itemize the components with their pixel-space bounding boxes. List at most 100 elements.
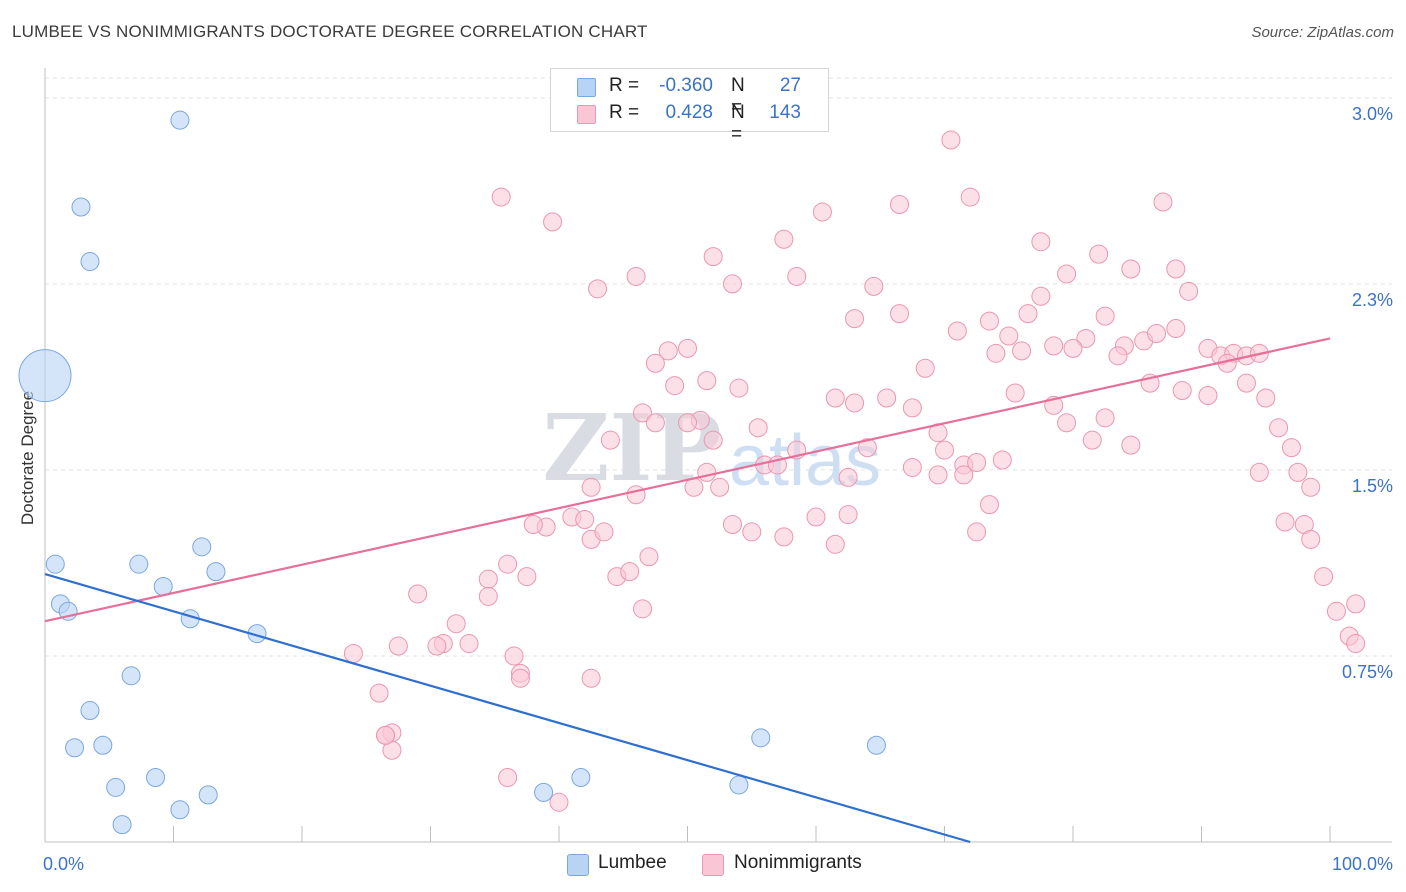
nonimmigrants-point (427, 636, 447, 656)
nonimmigrants-point (633, 403, 653, 423)
nonimmigrants-point (806, 507, 826, 527)
nonimmigrants-point (1153, 192, 1173, 212)
nonimmigrants-point (1005, 383, 1025, 403)
legend-r-label: R = (609, 102, 640, 123)
nonimmigrants-point (1179, 281, 1199, 301)
nonimmigrants-point (967, 522, 987, 542)
tick-labels: 0.75% 1.5% 2.3% 3.0% 0.0% 100.0% (43, 104, 1393, 874)
bottom-legend: Lumbee Nonimmigrants (0, 852, 1406, 878)
nonimmigrants-point (575, 510, 595, 530)
lumbee-point (571, 768, 591, 788)
nonimmigrants-point (902, 398, 922, 418)
nonimmigrants-point (594, 522, 614, 542)
nonimmigrants-point (697, 371, 717, 391)
nonimmigrants-point (825, 388, 845, 408)
nonimmigrants-point (1269, 418, 1289, 438)
nonimmigrants-point (388, 636, 408, 656)
nonimmigrants-point (600, 430, 620, 450)
nonimmigrants-point (979, 311, 999, 331)
nonimmigrants-point (678, 338, 697, 358)
nonimmigrants-point (446, 614, 466, 634)
nonimmigrants-point (890, 195, 910, 215)
lumbee-point (146, 768, 166, 788)
nonimmigrants-point (588, 279, 608, 299)
nonimmigrants-point (504, 646, 524, 666)
nonimmigrants-point (825, 534, 845, 554)
nonimmigrants-point (703, 430, 723, 450)
nonimmigrants-point (1166, 319, 1186, 339)
lumbee-point (751, 728, 771, 748)
nonimmigrants-point (543, 212, 563, 232)
nonimmigrants-point (1031, 286, 1051, 306)
lumbee-point (71, 197, 91, 217)
y-tick-label: 3.0% (1352, 104, 1393, 124)
nonimmigrants-point (581, 477, 601, 497)
nonimmigrants-point (1301, 529, 1321, 549)
nonimmigrants-point (729, 378, 749, 398)
nonimmigrants-point (999, 326, 1019, 346)
nonimmigrants-point (864, 276, 884, 296)
nonimmigrants-point (845, 309, 865, 329)
nonimmigrants-point (697, 462, 717, 482)
legend-r-value: 0.428 (665, 102, 713, 123)
nonimmigrants-point (1326, 601, 1346, 621)
nonimmigrants-point (915, 358, 935, 378)
nonimmigrants-point (941, 130, 961, 150)
nonimmigrants-point (774, 527, 794, 547)
nonimmigrants-point (491, 187, 511, 207)
nonimmigrants-trend-line (44, 337, 1331, 623)
nonimmigrants-point (581, 668, 601, 688)
nonimmigrants-point (523, 514, 543, 534)
nonimmigrants-point (838, 505, 858, 525)
nonimmigrants-point (986, 343, 1006, 363)
nonimmigrants-point (343, 643, 363, 663)
nonimmigrants-point (639, 547, 659, 567)
nonimmigrants-point (645, 413, 665, 433)
nonimmigrants-point (678, 413, 697, 433)
nonimmigrants-point (960, 187, 980, 207)
nonimmigrants-point (1121, 259, 1141, 279)
lumbee-point (729, 775, 749, 795)
nonimmigrants-point (1063, 338, 1083, 358)
lumbee-point (192, 537, 212, 557)
nonimmigrants-point (1236, 373, 1256, 393)
nonimmigrants-point (1121, 435, 1141, 455)
nonimmigrants-point (633, 599, 653, 619)
lumbee-point (121, 666, 141, 686)
lumbee-point (93, 735, 113, 755)
nonimmigrants-point (1288, 462, 1308, 482)
lumbee-point (45, 554, 65, 574)
grid-layer (45, 77, 1392, 657)
nonimmigrants-point (1301, 477, 1321, 497)
nonimmigrants-point (954, 465, 974, 485)
nonimmigrants-point (1057, 413, 1077, 433)
lumbee-point (198, 785, 218, 805)
nonimmigrants-point (459, 634, 479, 654)
nonimmigrants-point (992, 450, 1012, 470)
legend-r-value: -0.360 (659, 75, 713, 96)
lumbee-trend-line (44, 573, 971, 844)
lumbee-point (129, 554, 149, 574)
lumbee-swatch (577, 78, 596, 97)
nonimmigrants-point (408, 584, 428, 604)
nonimmigrants-point (742, 522, 762, 542)
nonimmigrants-point (947, 321, 967, 341)
nonimmigrants-point (845, 393, 865, 413)
nonimmigrants-point (1095, 408, 1115, 428)
nonimmigrants-point (1275, 512, 1295, 532)
nonimmigrants-point (877, 388, 897, 408)
nonimmigrants-point (722, 514, 742, 534)
nonimmigrants-point (498, 768, 518, 788)
lumbee-points (18, 110, 886, 835)
nonimmigrants-point (478, 569, 498, 589)
nonimmigrants-point (1147, 323, 1167, 343)
lumbee-point (170, 800, 190, 820)
nonimmigrants-point (498, 554, 518, 574)
legend-r-label: R = (609, 75, 640, 96)
nonimmigrants-point (838, 467, 858, 487)
nonimmigrants-point (549, 792, 569, 812)
nonimmigrants-point (510, 668, 530, 688)
nonimmigrants-point (620, 562, 640, 582)
nonimmigrants-point (1082, 430, 1102, 450)
